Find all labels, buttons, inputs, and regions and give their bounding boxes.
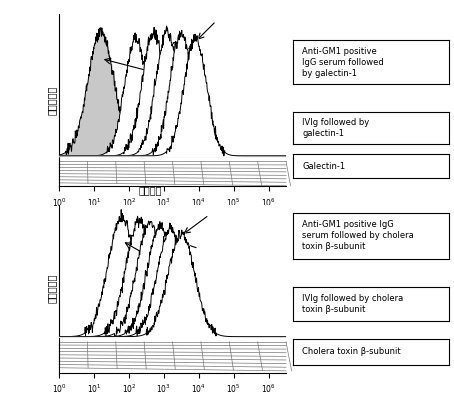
Y-axis label: 细胞的数量: 细胞的数量	[46, 85, 56, 115]
Text: Anti-GM1 positive IgG
serum followed by cholera
toxin β-subunit: Anti-GM1 positive IgG serum followed by …	[302, 220, 414, 251]
Text: Galectin-1: Galectin-1	[302, 162, 345, 171]
Text: IVIg followed by
galectin-1: IVIg followed by galectin-1	[302, 118, 370, 138]
Text: IVIg followed by cholera
toxin β-subunit: IVIg followed by cholera toxin β-subunit	[302, 294, 404, 314]
Text: 平均荧光: 平均荧光	[138, 185, 162, 195]
Text: Cholera toxin β-subunit: Cholera toxin β-subunit	[302, 347, 401, 356]
Text: Anti-GM1 positive
IgG serum followed
by galectin-1: Anti-GM1 positive IgG serum followed by …	[302, 47, 384, 78]
Y-axis label: 细胞的数量: 细胞的数量	[46, 274, 56, 304]
